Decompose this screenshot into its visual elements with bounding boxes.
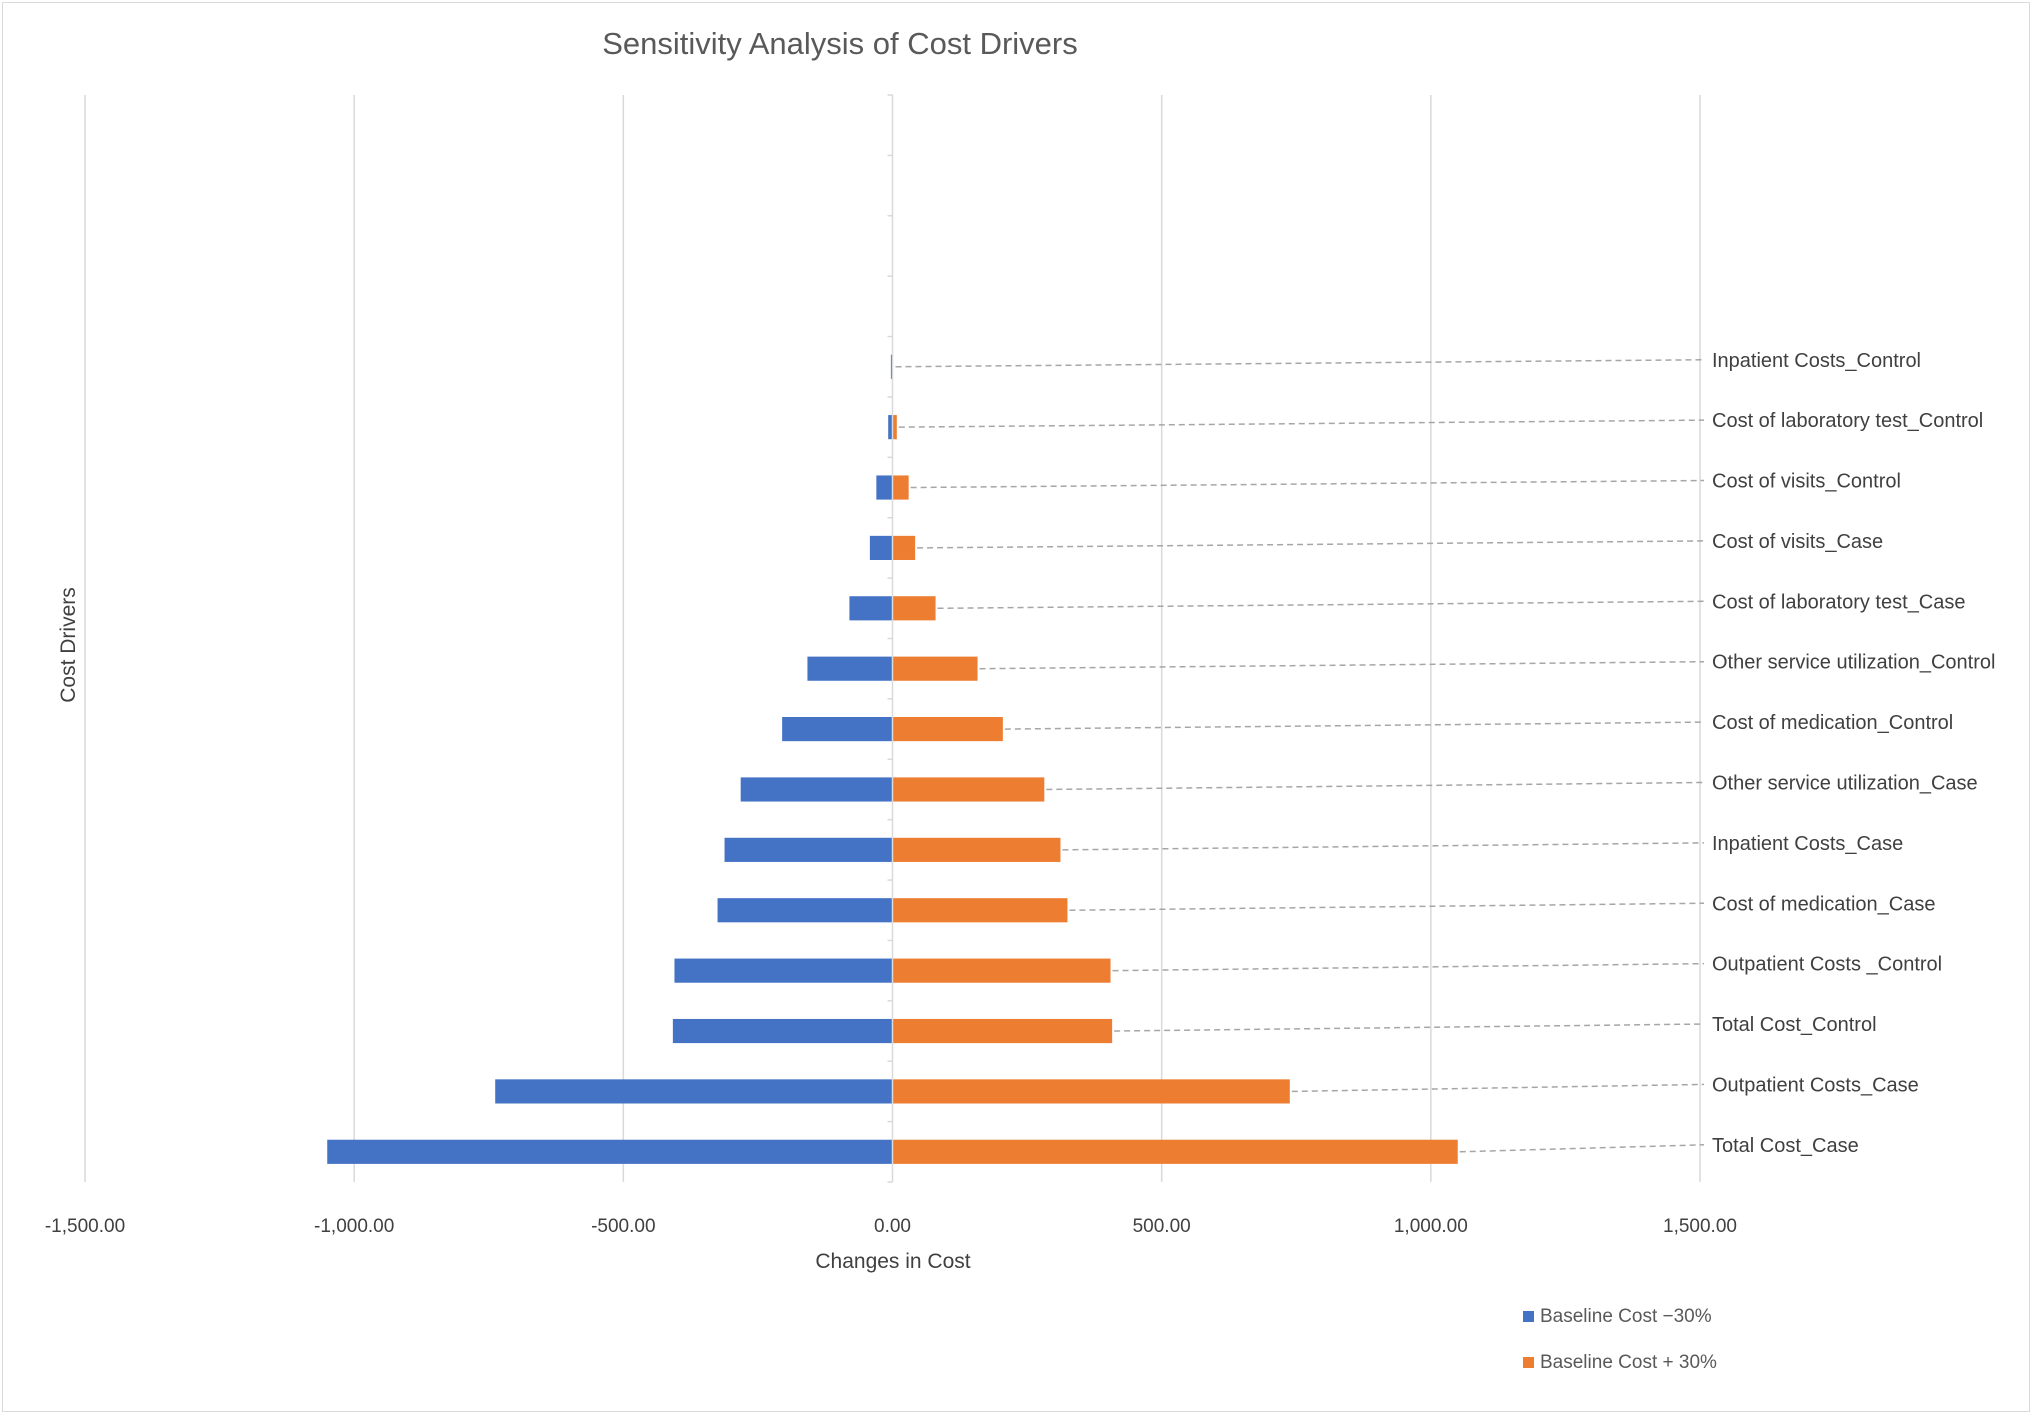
- bar-plus30-13: [892, 1139, 1458, 1164]
- x-tick-label: 1,500.00: [1663, 1216, 1737, 1237]
- x-tick-label: 500.00: [1133, 1216, 1191, 1237]
- legend-swatch: [1523, 1311, 1534, 1322]
- leader-line: [1004, 721, 1705, 730]
- category-label: Cost of medication_Control: [1712, 712, 1953, 734]
- bar-plus30-8: [892, 837, 1061, 862]
- y-axis-line: [887, 94, 894, 1183]
- bar-minus30-11: [672, 1018, 893, 1044]
- bar-minus30-6: [782, 717, 893, 742]
- category-labels: Inpatient Costs_Control Cost of laborator…: [1712, 350, 1995, 1157]
- leader-line: [1291, 1083, 1705, 1093]
- bar-plus30-5: [892, 656, 978, 681]
- leader-line: [895, 359, 1705, 368]
- bar-minus30-7: [740, 777, 893, 802]
- x-axis-title: Changes in Cost: [815, 1250, 970, 1273]
- bar-minus30-0: [890, 354, 893, 379]
- leader-line: [1459, 1144, 1705, 1153]
- x-tick-label: 0.00: [874, 1216, 911, 1237]
- leader-line: [910, 479, 1705, 489]
- x-tick-label: 1,000.00: [1394, 1216, 1468, 1237]
- bar-plus30-6: [892, 717, 1003, 742]
- chart-title: Sensitivity Analysis of Cost Drivers: [602, 26, 1077, 61]
- leader-line: [1046, 781, 1705, 791]
- legend-swatch: [1523, 1357, 1534, 1368]
- bar-minus30-12: [495, 1079, 893, 1104]
- legend: Baseline Cost −30% Baseline Cost + 30%: [1523, 1306, 1717, 1373]
- bar-plus30-2: [892, 475, 909, 500]
- leader-line: [1112, 962, 1705, 972]
- bar-minus30-8: [724, 837, 893, 862]
- bar-plus30-4: [892, 596, 936, 621]
- category-label: Cost of medication_Case: [1712, 893, 1935, 915]
- leader-line: [937, 600, 1705, 610]
- category-label: Inpatient Costs_Control: [1712, 350, 1921, 372]
- category-label: Cost of visits_Control: [1712, 471, 1901, 493]
- gridlines: [84, 95, 1701, 1182]
- leader-line: [1062, 842, 1705, 851]
- bar-minus30-3: [869, 535, 893, 560]
- category-label: Outpatient Costs _Control: [1712, 954, 1942, 976]
- bar-minus30-5: [807, 656, 893, 681]
- bar-minus30-9: [717, 898, 893, 923]
- bar-minus30-4: [849, 596, 893, 621]
- category-label: Cost of laboratory test_Case: [1712, 591, 1965, 613]
- leader-line: [1069, 902, 1705, 911]
- bar-minus30-1: [888, 415, 893, 440]
- category-label: Inpatient Costs_Case: [1712, 833, 1903, 855]
- category-label: Total Cost_Case: [1712, 1135, 1859, 1157]
- bar-plus30-3: [892, 535, 916, 560]
- bar-plus30-10: [892, 958, 1111, 983]
- bar-plus30-11: [892, 1018, 1113, 1044]
- x-tick-label: -1,000.00: [314, 1216, 394, 1237]
- legend-label: Baseline Cost −30%: [1540, 1306, 1712, 1327]
- category-label: Cost of visits_Case: [1712, 531, 1883, 553]
- bar-plus30-12: [892, 1079, 1290, 1104]
- bar-minus30-13: [327, 1139, 893, 1164]
- x-tick-label: -500.00: [591, 1216, 655, 1237]
- bars: [327, 354, 1458, 1164]
- x-tick-label: -1,500.00: [45, 1216, 125, 1237]
- leader-lines: [895, 359, 1705, 1153]
- legend-label: Baseline Cost + 30%: [1540, 1352, 1717, 1373]
- bar-plus30-7: [892, 777, 1045, 802]
- leader-line: [1114, 1023, 1705, 1032]
- leader-line: [979, 660, 1705, 670]
- leader-line: [917, 540, 1705, 549]
- category-label: Outpatient Costs_Case: [1712, 1074, 1919, 1096]
- leader-line: [898, 419, 1705, 428]
- x-tick-labels: -1,500.00 -1,000.00 -500.00 0.00 500.00 1,000…: [45, 1216, 1737, 1237]
- category-label: Total Cost_Control: [1712, 1014, 1877, 1036]
- category-label: Cost of laboratory test_Control: [1712, 410, 1983, 432]
- bar-plus30-9: [892, 898, 1068, 923]
- bar-minus30-2: [876, 475, 893, 500]
- category-label: Other service utilization_Case: [1712, 772, 1978, 794]
- category-label: Other service utilization_Control: [1712, 652, 1995, 674]
- bar-plus30-1: [892, 415, 897, 440]
- y-axis-title: Cost Drivers: [57, 587, 80, 703]
- bar-minus30-10: [674, 958, 893, 983]
